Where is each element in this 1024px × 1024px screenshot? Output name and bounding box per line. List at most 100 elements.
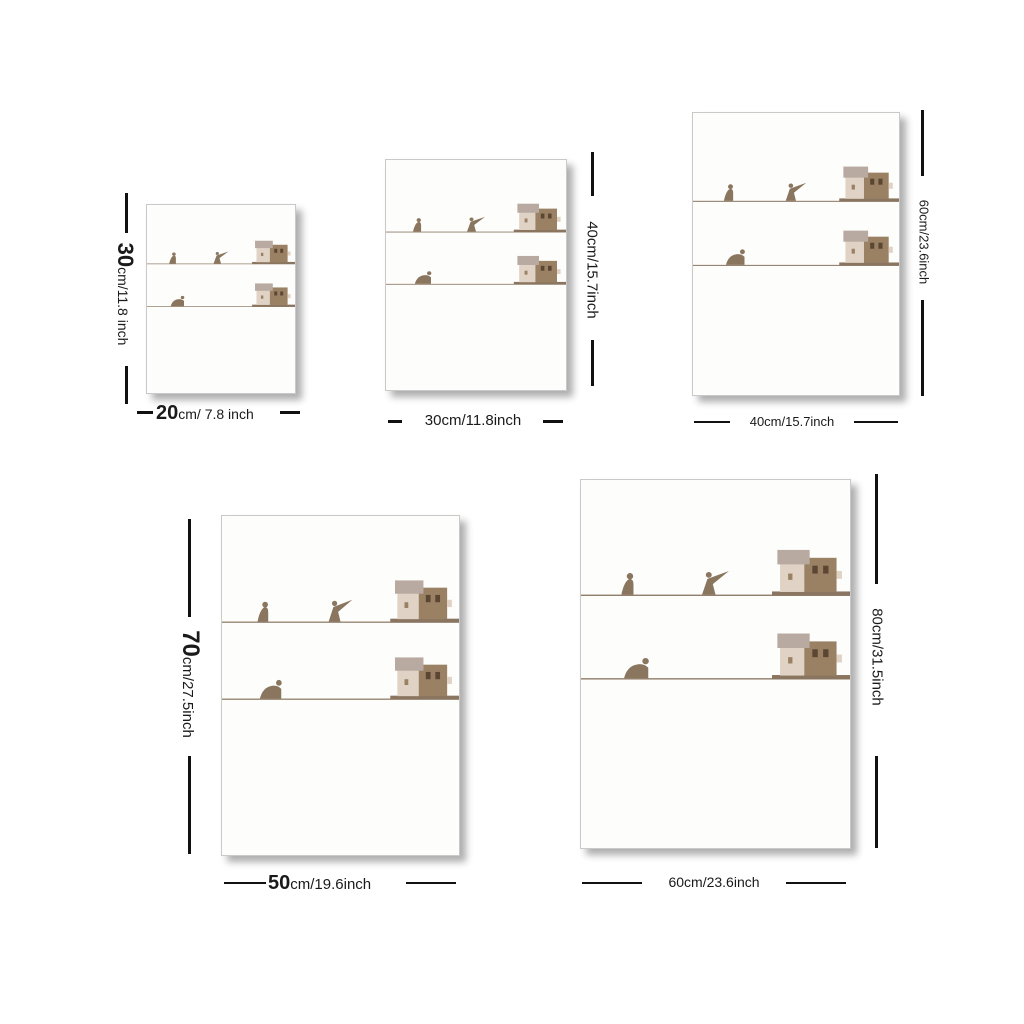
artwork-group	[386, 203, 566, 285]
house-roof	[395, 580, 424, 594]
figure-head	[262, 601, 268, 608]
height-dim-line-bottom	[125, 366, 128, 404]
running-figure	[702, 570, 729, 595]
house-chimney	[888, 246, 893, 253]
house-chimney	[287, 294, 291, 299]
house-window	[878, 242, 883, 249]
house-base	[839, 198, 899, 202]
house-chimney	[836, 654, 842, 663]
poster-40x60	[692, 112, 900, 396]
artwork-group	[222, 580, 459, 700]
house-window	[878, 178, 883, 185]
height-dim-line-bottom	[921, 300, 924, 396]
width-dim-line-right	[280, 411, 300, 414]
house-window	[548, 213, 552, 219]
height-label-50x70: 70cm/27.5inch	[177, 630, 204, 738]
poster-30x40	[385, 159, 567, 391]
house-roof	[843, 230, 869, 242]
house-window	[870, 178, 875, 185]
figure-head	[180, 295, 185, 300]
figure-head	[469, 217, 474, 222]
height-label-40x60: 60cm/23.6inch	[916, 199, 932, 285]
poster-artwork	[581, 549, 850, 680]
width-dim-line-right	[786, 882, 846, 884]
house-window	[540, 213, 545, 219]
height-dim-line-top	[591, 152, 594, 196]
house-window	[425, 594, 431, 603]
figure-head	[172, 252, 176, 256]
house-roof	[517, 255, 539, 265]
ground-line-top	[222, 621, 459, 623]
kneeling-figure	[413, 221, 422, 232]
ground-line-bottom	[147, 306, 295, 307]
figure-head	[788, 183, 794, 188]
house-window	[274, 248, 278, 253]
house-chimney	[836, 570, 842, 579]
ground-line-bottom	[693, 264, 899, 266]
ground-line-top	[147, 263, 295, 265]
width-dim-line-left	[388, 420, 402, 423]
house-window	[548, 265, 552, 271]
artwork-group	[147, 240, 295, 307]
ground-line-top	[386, 231, 566, 233]
house-window	[274, 291, 278, 296]
height-label-20x30: 30cm/11.8 inch	[113, 242, 138, 346]
house-door	[404, 602, 409, 609]
house-roof	[255, 240, 273, 249]
house-roof	[843, 166, 869, 178]
ground-line-bottom	[581, 678, 850, 680]
embracing-figures	[259, 685, 282, 699]
height-label-30x40: 40cm/15.7inch	[583, 221, 601, 319]
artwork-group	[693, 166, 899, 266]
house-base	[252, 304, 295, 307]
figure-head	[642, 657, 649, 665]
kneeling-figure	[169, 255, 176, 264]
house-chimney	[557, 216, 561, 222]
house-base	[771, 591, 850, 596]
house-door	[404, 679, 409, 686]
height-dim-line-bottom	[591, 340, 594, 386]
height-dim-line-top	[875, 474, 878, 584]
poster-20x30	[146, 204, 296, 394]
height-label-60x80: 80cm/31.5inch	[868, 608, 886, 706]
width-dim-line-right	[406, 882, 456, 884]
house-base	[252, 261, 295, 265]
width-label-40x60: 40cm/15.7inch	[749, 414, 835, 429]
width-dim-line-left	[582, 882, 642, 884]
height-dim-line-bottom	[188, 756, 191, 854]
kneeling-figure	[257, 607, 269, 622]
width-label-50x70: 50cm/19.6inch	[268, 872, 372, 894]
ground-line-top	[693, 200, 899, 202]
embracing-figures	[414, 275, 431, 284]
house-window	[280, 291, 284, 296]
width-label-60x80: 60cm/23.6inch	[668, 874, 760, 890]
width-label-20x30: 20cm/ 7.8 inch	[156, 402, 254, 424]
house-window	[870, 242, 875, 249]
house-window	[823, 565, 829, 574]
house-roof	[777, 549, 810, 565]
house-roof	[777, 633, 810, 648]
house-window	[812, 649, 818, 658]
embracing-figures	[624, 664, 649, 679]
running-figure	[213, 251, 229, 264]
figure-head	[626, 573, 634, 580]
house-roof	[517, 203, 539, 213]
house-door	[260, 295, 264, 299]
running-figure	[467, 216, 485, 232]
house-base	[390, 618, 459, 623]
embracing-figures	[170, 299, 184, 307]
house-window	[425, 671, 431, 680]
running-figure	[785, 182, 807, 201]
figure-head	[416, 218, 421, 223]
poster-artwork	[386, 203, 566, 285]
poster-50x70	[221, 515, 460, 856]
poster-60x80	[580, 479, 851, 849]
house-base	[513, 281, 566, 285]
width-dim-line-right	[854, 421, 898, 423]
house-window	[823, 649, 829, 658]
height-dim-line-bottom	[875, 756, 878, 848]
figure-head	[276, 679, 282, 686]
artwork-group	[581, 549, 850, 680]
house-base	[390, 695, 459, 700]
house-door	[788, 573, 793, 580]
